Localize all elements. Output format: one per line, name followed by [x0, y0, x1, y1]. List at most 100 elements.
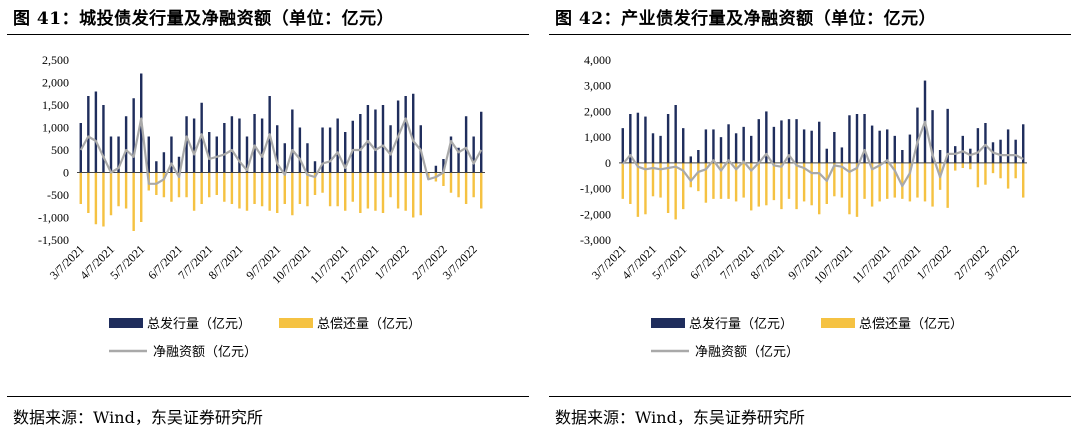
repayment-bar — [94, 172, 98, 225]
issuance-bar — [124, 116, 128, 173]
repayment-bar — [855, 162, 859, 217]
issuance-bar — [802, 129, 806, 163]
repayment-bar — [697, 162, 700, 192]
issuance-bar — [117, 136, 120, 173]
repayment-bar — [238, 172, 241, 209]
issuance-bar — [457, 147, 460, 173]
repayment-bar — [870, 162, 874, 207]
repayment-bar — [313, 172, 317, 195]
repayment-bar — [780, 162, 783, 210]
repayment-bar — [833, 162, 836, 197]
issuance-bar — [177, 156, 181, 173]
y-tick-label: 500 — [51, 143, 69, 157]
issuance-bar — [298, 127, 302, 173]
repayment-bar — [689, 162, 692, 188]
repayment-bar — [374, 172, 377, 211]
legend-issuance: 总发行量（亿元） — [651, 316, 793, 331]
repayment-bar — [306, 172, 309, 207]
repayment-bar — [117, 172, 120, 207]
repayment-bar — [480, 172, 483, 209]
legend-swatch — [279, 318, 313, 328]
repayment-bar — [230, 172, 234, 204]
repayment-bar — [291, 172, 294, 216]
repayment-bar — [442, 172, 445, 186]
repayment-bar — [276, 172, 279, 213]
issuance-bar — [351, 120, 354, 173]
y-tick-label: 0 — [63, 166, 69, 180]
issuance-bar — [170, 136, 173, 173]
repayment-bar — [772, 162, 776, 201]
legend-label: 总偿还量（亿元） — [859, 316, 963, 331]
repayment-bar — [629, 162, 632, 204]
repayment-bar — [283, 172, 286, 204]
issuance-bar — [102, 105, 105, 173]
y-tick-label: 2,000 — [42, 76, 69, 90]
issuance-bar — [621, 128, 624, 163]
repayment-bar — [916, 162, 919, 198]
issuance-bar — [893, 135, 896, 163]
issuance-bar — [374, 109, 377, 173]
issuance-bar — [901, 150, 904, 163]
issuance-bar — [94, 91, 98, 173]
repayment-bar — [954, 162, 957, 171]
repayment-bar — [825, 162, 828, 204]
issuance-bar — [185, 116, 188, 173]
x-tick-label: 1/7/2022 — [372, 242, 412, 282]
repayment-bar — [991, 162, 995, 174]
issuance-bar — [629, 114, 632, 163]
legend-label: 净融资额（亿元） — [695, 344, 799, 359]
issuance-bar — [870, 125, 874, 163]
repayment-bar — [215, 172, 218, 195]
issuance-bar — [727, 124, 730, 163]
issuance-bar — [961, 135, 964, 163]
issuance-bar — [208, 132, 211, 173]
issuance-bar — [938, 150, 942, 163]
issuance-bar — [976, 128, 980, 163]
legend-repayment: 总偿还量（亿元） — [821, 316, 963, 331]
issuance-bar — [734, 133, 738, 163]
y-tick-label: 1,500 — [42, 98, 69, 112]
issuance-bar — [931, 110, 934, 163]
y-tick-label: 1,000 — [42, 121, 69, 135]
repayment-bar — [908, 162, 912, 202]
repayment-bar — [1014, 162, 1017, 179]
repayment-bar — [719, 162, 723, 199]
issuance-bar — [886, 129, 889, 163]
repayment-bar — [253, 172, 256, 204]
repayment-bar — [102, 172, 105, 227]
source-note: 数据来源：Wind，东吴证券研究所 — [555, 408, 805, 427]
issuance-bar — [818, 121, 821, 163]
repayment-bar — [636, 162, 640, 217]
figure-title: 图 41：城投债发行量及净融资额（单位：亿元） — [13, 9, 395, 29]
issuance-bar — [636, 112, 640, 163]
repayment-bar — [109, 172, 113, 216]
repayment-bar — [124, 172, 128, 209]
repayment-bar — [268, 172, 271, 211]
repayment-bar — [298, 172, 302, 204]
repayment-bar — [472, 172, 475, 198]
y-tick-label: -1,000 — [38, 211, 69, 225]
repayment-bar — [893, 162, 896, 198]
issuance-bar — [306, 143, 309, 173]
issuance-bar — [742, 126, 745, 163]
issuance-bar — [1014, 139, 1017, 163]
issuance-bar — [833, 132, 836, 163]
repayment-bar — [140, 172, 143, 222]
issuance-bar — [878, 130, 881, 163]
issuance-bar — [840, 147, 844, 163]
issuance-bar — [223, 123, 226, 173]
repayment-bar — [878, 162, 881, 202]
repayment-bar — [818, 162, 821, 215]
repayment-bar — [366, 172, 370, 209]
issuance-bar — [712, 129, 715, 163]
issuance-bar — [109, 136, 113, 173]
chart-panel-industrial: 图 42：产业债发行量及净融资额（单位：亿元） -3,000 -2,000 -1,0… — [549, 0, 1071, 437]
issuance-bar — [412, 93, 415, 173]
y-tick-label: 1,000 — [584, 130, 611, 144]
source-rule — [549, 396, 1071, 397]
repayment-bar — [457, 172, 460, 198]
issuance-bar — [434, 165, 438, 173]
legend-label: 总发行量（亿元） — [689, 316, 793, 331]
y-tick-label: -2,000 — [580, 207, 611, 221]
x-tick-label: 3/7/2022 — [982, 242, 1022, 282]
